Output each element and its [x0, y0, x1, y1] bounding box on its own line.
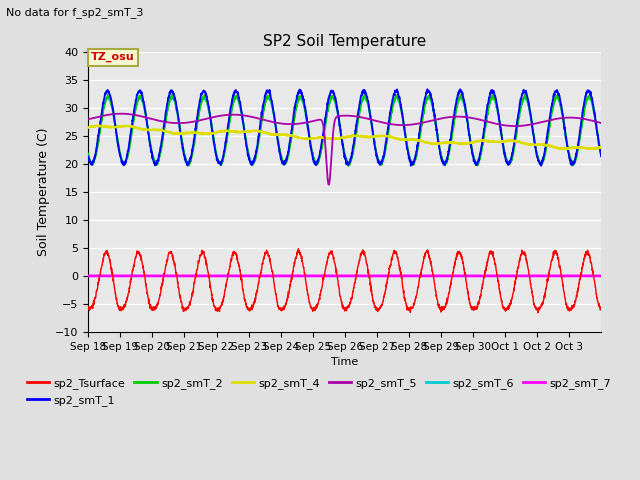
sp2_smT_6: [591, 112, 598, 118]
sp2_Tsurface: [376, 306, 383, 312]
sp2_Tsurface: [598, 307, 605, 312]
sp2_smT_4: [591, 145, 598, 151]
sp2_smT_6: [280, 161, 288, 167]
Line: sp2_smT_2: sp2_smT_2: [88, 94, 602, 166]
sp2_Tsurface: [534, 310, 541, 316]
sp2_smT_1: [598, 153, 605, 158]
sp2_Tsurface: [84, 304, 92, 310]
Legend: sp2_Tsurface, sp2_smT_1, sp2_smT_2, sp2_smT_4, sp2_smT_5, sp2_smT_6, sp2_smT_7: sp2_Tsurface, sp2_smT_1, sp2_smT_2, sp2_…: [22, 374, 616, 410]
sp2_smT_4: [84, 125, 92, 131]
sp2_smT_2: [598, 151, 605, 157]
sp2_smT_7: [499, 273, 507, 279]
sp2_smT_4: [598, 144, 605, 150]
sp2_smT_1: [538, 163, 545, 169]
sp2_smT_1: [376, 160, 383, 166]
sp2_smT_5: [84, 116, 92, 122]
sp2_smT_5: [529, 121, 536, 127]
Text: TZ_osu: TZ_osu: [91, 52, 134, 62]
sp2_smT_6: [136, 94, 143, 100]
X-axis label: Time: Time: [331, 357, 358, 367]
sp2_smT_4: [95, 122, 103, 128]
sp2_smT_5: [246, 114, 254, 120]
sp2_smT_4: [246, 129, 254, 134]
sp2_Tsurface: [591, 278, 598, 284]
sp2_Tsurface: [294, 246, 302, 252]
sp2_smT_1: [499, 143, 507, 149]
sp2_smT_6: [376, 160, 383, 166]
sp2_smT_5: [376, 119, 383, 125]
sp2_smT_7: [376, 273, 383, 279]
Text: No data for f_sp2_smT_3: No data for f_sp2_smT_3: [6, 7, 144, 18]
sp2_Tsurface: [528, 288, 536, 294]
sp2_smT_5: [598, 120, 605, 126]
sp2_smT_4: [499, 139, 507, 145]
Line: sp2_smT_1: sp2_smT_1: [88, 89, 602, 166]
sp2_smT_6: [296, 94, 304, 99]
sp2_smT_2: [499, 141, 507, 146]
sp2_smT_5: [136, 113, 143, 119]
sp2_smT_1: [136, 89, 143, 95]
Title: SP2 Soil Temperature: SP2 Soil Temperature: [263, 34, 426, 49]
sp2_smT_2: [522, 91, 529, 97]
sp2_Tsurface: [246, 305, 254, 311]
sp2_Tsurface: [499, 304, 507, 310]
sp2_smT_7: [590, 273, 598, 279]
sp2_smT_5: [591, 119, 598, 124]
sp2_smT_7: [598, 273, 605, 279]
Line: sp2_smT_4: sp2_smT_4: [88, 125, 602, 149]
sp2_smT_1: [84, 154, 92, 159]
sp2_smT_7: [136, 273, 143, 279]
sp2_smT_2: [344, 163, 352, 169]
sp2_smT_4: [528, 141, 536, 147]
sp2_smT_7: [246, 273, 254, 279]
sp2_smT_2: [246, 158, 254, 164]
sp2_smT_4: [561, 146, 568, 152]
sp2_smT_7: [528, 273, 536, 279]
sp2_smT_5: [325, 182, 333, 188]
sp2_smT_5: [499, 122, 507, 128]
sp2_smT_1: [246, 159, 254, 165]
sp2_smT_1: [591, 109, 598, 115]
sp2_smT_6: [598, 152, 605, 158]
sp2_smT_4: [376, 133, 383, 139]
Y-axis label: Soil Temperature (C): Soil Temperature (C): [36, 128, 50, 256]
sp2_smT_2: [376, 159, 383, 165]
sp2_Tsurface: [136, 252, 143, 258]
sp2_smT_2: [84, 151, 92, 156]
sp2_smT_4: [136, 126, 143, 132]
sp2_smT_5: [117, 111, 125, 117]
Line: sp2_smT_5: sp2_smT_5: [88, 114, 602, 185]
sp2_smT_7: [84, 273, 92, 279]
sp2_smT_2: [529, 122, 536, 128]
sp2_smT_1: [528, 121, 536, 127]
Line: sp2_Tsurface: sp2_Tsurface: [88, 249, 602, 313]
sp2_smT_1: [456, 86, 464, 92]
sp2_smT_6: [84, 153, 92, 159]
sp2_smT_2: [591, 111, 598, 117]
sp2_smT_2: [136, 93, 143, 99]
Line: sp2_smT_6: sp2_smT_6: [88, 96, 602, 164]
sp2_smT_6: [246, 158, 254, 164]
sp2_smT_6: [529, 125, 536, 131]
sp2_smT_6: [499, 144, 507, 150]
